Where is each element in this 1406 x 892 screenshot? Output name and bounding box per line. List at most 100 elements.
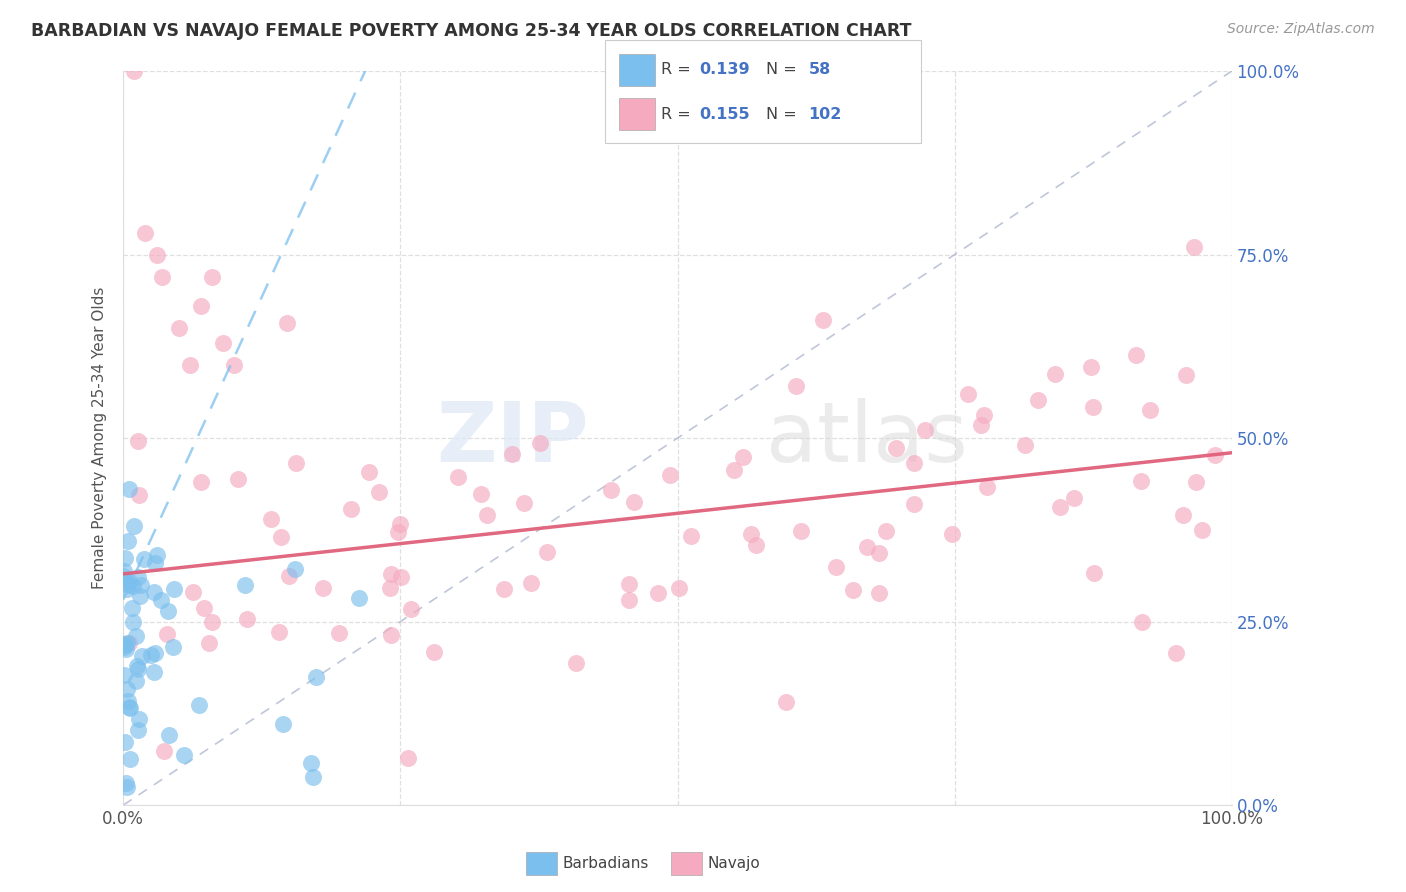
Point (134, 226, 156, 240)
Point (118, 636, 141, 650)
Point (118, 699, 141, 714)
Text: N =: N = (766, 107, 803, 121)
Point (387, 525, 409, 540)
Point (914, 423, 936, 437)
Point (1080, 359, 1102, 374)
Point (1043, 367, 1066, 381)
Text: N =: N = (766, 62, 803, 77)
Point (623, 494, 645, 508)
Point (212, 335, 235, 350)
Point (401, 602, 423, 616)
Point (380, 628, 402, 642)
Point (173, 747, 195, 762)
Point (1164, 647, 1187, 661)
Point (825, 559, 848, 574)
Point (201, 615, 224, 629)
Point (941, 527, 963, 541)
Point (146, 548, 169, 562)
Point (183, 585, 205, 599)
Point (1191, 523, 1213, 537)
Point (156, 604, 179, 618)
Point (475, 508, 498, 522)
Point (143, 585, 166, 599)
Point (115, 575, 138, 590)
Point (396, 750, 419, 764)
Point (117, 483, 139, 497)
Point (359, 465, 381, 479)
Point (114, 735, 136, 749)
Point (328, 626, 350, 640)
Point (149, 593, 172, 607)
Point (269, 625, 291, 640)
Point (976, 480, 998, 494)
Text: R =: R = (661, 62, 696, 77)
Point (276, 316, 298, 330)
Point (226, 472, 249, 486)
Point (380, 567, 402, 582)
Point (731, 450, 754, 465)
Point (668, 581, 690, 595)
Point (124, 64, 146, 78)
Point (529, 435, 551, 450)
Point (117, 533, 139, 548)
Point (501, 447, 523, 461)
Point (789, 524, 811, 538)
Point (600, 483, 623, 498)
Point (193, 600, 215, 615)
Point (775, 695, 797, 709)
Point (423, 645, 446, 659)
Point (367, 484, 389, 499)
Point (520, 576, 543, 591)
Point (114, 638, 136, 652)
Point (1182, 239, 1205, 253)
Point (868, 586, 890, 600)
Point (145, 247, 167, 261)
Point (868, 546, 890, 560)
Point (1063, 491, 1085, 505)
Text: Barbadians: Barbadians (562, 856, 648, 871)
Point (260, 512, 283, 526)
Point (117, 578, 139, 592)
Point (127, 723, 149, 738)
Point (536, 545, 558, 559)
Point (128, 488, 150, 502)
Point (956, 387, 979, 401)
Text: ZIP: ZIP (436, 398, 589, 479)
Point (121, 600, 143, 615)
Point (198, 636, 221, 650)
Point (114, 551, 136, 566)
Point (378, 581, 401, 595)
Point (1049, 500, 1071, 514)
Point (447, 469, 470, 483)
Point (1139, 402, 1161, 417)
Point (856, 540, 879, 554)
Point (115, 635, 138, 649)
Point (565, 656, 588, 670)
Point (125, 673, 148, 688)
Point (125, 629, 148, 643)
Point (745, 538, 768, 552)
Text: BARBADIAN VS NAVAJO FEMALE POVERTY AMONG 25-34 YEAR OLDS CORRELATION CHART: BARBADIAN VS NAVAJO FEMALE POVERTY AMONG… (31, 22, 911, 40)
Point (128, 712, 150, 726)
Point (112, 640, 135, 654)
Text: 0.155: 0.155 (699, 107, 749, 121)
Point (304, 669, 326, 683)
Point (201, 269, 224, 284)
Point (112, 668, 135, 682)
Point (118, 751, 141, 765)
Point (617, 577, 640, 591)
Point (190, 475, 212, 489)
Point (235, 611, 257, 625)
Point (723, 462, 745, 476)
Point (884, 441, 907, 455)
Point (1125, 348, 1147, 362)
Point (188, 698, 211, 712)
Point (112, 637, 135, 651)
Point (740, 527, 762, 541)
Point (121, 578, 143, 592)
Point (150, 269, 173, 284)
Point (679, 529, 702, 543)
Point (271, 717, 294, 731)
Point (1175, 368, 1198, 383)
Text: 0.139: 0.139 (699, 62, 749, 77)
